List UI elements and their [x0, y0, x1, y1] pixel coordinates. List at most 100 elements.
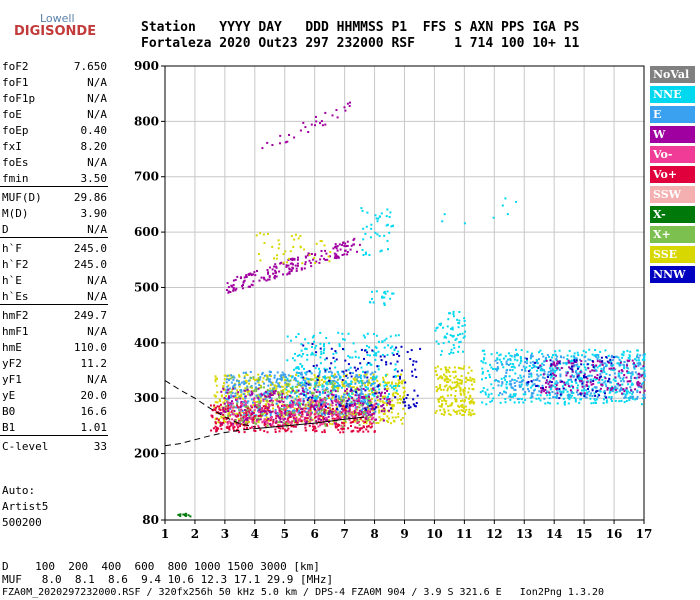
echo-point [275, 414, 278, 417]
echo-point [294, 385, 297, 388]
echo-point [297, 407, 300, 410]
echo-point [282, 400, 285, 403]
echo-point [219, 400, 222, 402]
echo-point [381, 400, 384, 403]
echo-point [237, 420, 240, 423]
echo-point [622, 351, 625, 354]
echo-point [336, 411, 339, 414]
echo-point [462, 367, 465, 370]
echo-point [277, 382, 280, 385]
echo-point [241, 287, 244, 290]
echo-point [398, 385, 401, 388]
echo-point [319, 240, 322, 242]
echo-point [271, 245, 274, 248]
echo-point [348, 408, 351, 411]
echo-point [344, 242, 347, 245]
echo-point [635, 376, 638, 379]
echo-point [595, 378, 598, 381]
echo-point [243, 389, 246, 392]
echo-point [343, 422, 346, 425]
echo-point [600, 361, 603, 364]
echo-point [394, 375, 397, 378]
echo-point [371, 405, 374, 408]
echo-point [620, 387, 623, 389]
echo-point [244, 406, 247, 408]
echo-point [585, 396, 588, 399]
echo-point [504, 391, 507, 394]
echo-point [315, 420, 318, 423]
echo-point [598, 365, 601, 367]
echo-point [284, 409, 287, 412]
echo-point [586, 391, 589, 394]
echo-point [322, 404, 325, 407]
echo-point [353, 237, 356, 240]
echo-point [344, 413, 347, 416]
echo-point [323, 380, 326, 383]
echo-point [321, 405, 324, 408]
echo-point [551, 356, 553, 359]
echo-point [250, 416, 253, 419]
echo-point [324, 404, 327, 407]
echo-point [618, 375, 621, 378]
echo-point [323, 403, 326, 406]
echo-point [545, 386, 547, 389]
echo-point [242, 404, 245, 407]
echo-point [324, 423, 327, 426]
echo-point [389, 335, 392, 338]
echo-point [289, 250, 292, 253]
echo-point [352, 413, 355, 416]
echo-point [374, 370, 377, 373]
echo-point [631, 392, 634, 395]
echo-point [389, 346, 392, 349]
echo-point [589, 394, 592, 397]
echo-point [578, 372, 581, 375]
echo-point [332, 247, 335, 250]
echo-point [552, 396, 555, 399]
echo-point [611, 359, 614, 362]
echo-point [460, 404, 463, 407]
echo-point [627, 397, 630, 400]
param-name: foEs [2, 156, 29, 169]
echo-point [358, 373, 361, 376]
echo-point [287, 422, 290, 425]
echo-point [251, 410, 254, 413]
echo-point [307, 131, 310, 133]
echo-point [614, 399, 617, 402]
echo-point [278, 243, 281, 246]
echo-point [365, 225, 368, 228]
echo-point [590, 402, 593, 405]
echo-point [590, 364, 593, 366]
echo-point [257, 426, 260, 429]
echo-point [331, 410, 334, 413]
echo-point [300, 343, 303, 346]
echo-point [620, 372, 623, 375]
echo-point [382, 395, 384, 398]
echo-point [342, 405, 345, 408]
echo-point [587, 358, 590, 361]
echo-point [547, 382, 550, 385]
echo-point [344, 420, 347, 423]
echo-point [614, 391, 617, 394]
echo-point [440, 388, 443, 391]
echo-point [360, 387, 363, 390]
echo-point [257, 403, 260, 406]
echo-point [317, 412, 320, 415]
echo-point [241, 403, 244, 406]
echo-point [614, 388, 617, 391]
echo-point [310, 404, 313, 407]
echo-point [360, 393, 363, 395]
echo-point [272, 418, 275, 421]
echo-point [311, 394, 314, 397]
echo-point [623, 361, 626, 363]
echo-point [332, 356, 335, 359]
echo-point [218, 418, 221, 420]
echo-point [549, 402, 552, 405]
echo-point [282, 415, 285, 418]
echo-point [566, 371, 569, 374]
echo-point [367, 401, 370, 404]
echo-point [364, 381, 366, 384]
echo-point [222, 406, 225, 409]
echo-point [455, 384, 458, 387]
echo-point [610, 396, 613, 398]
echo-point [254, 379, 257, 382]
